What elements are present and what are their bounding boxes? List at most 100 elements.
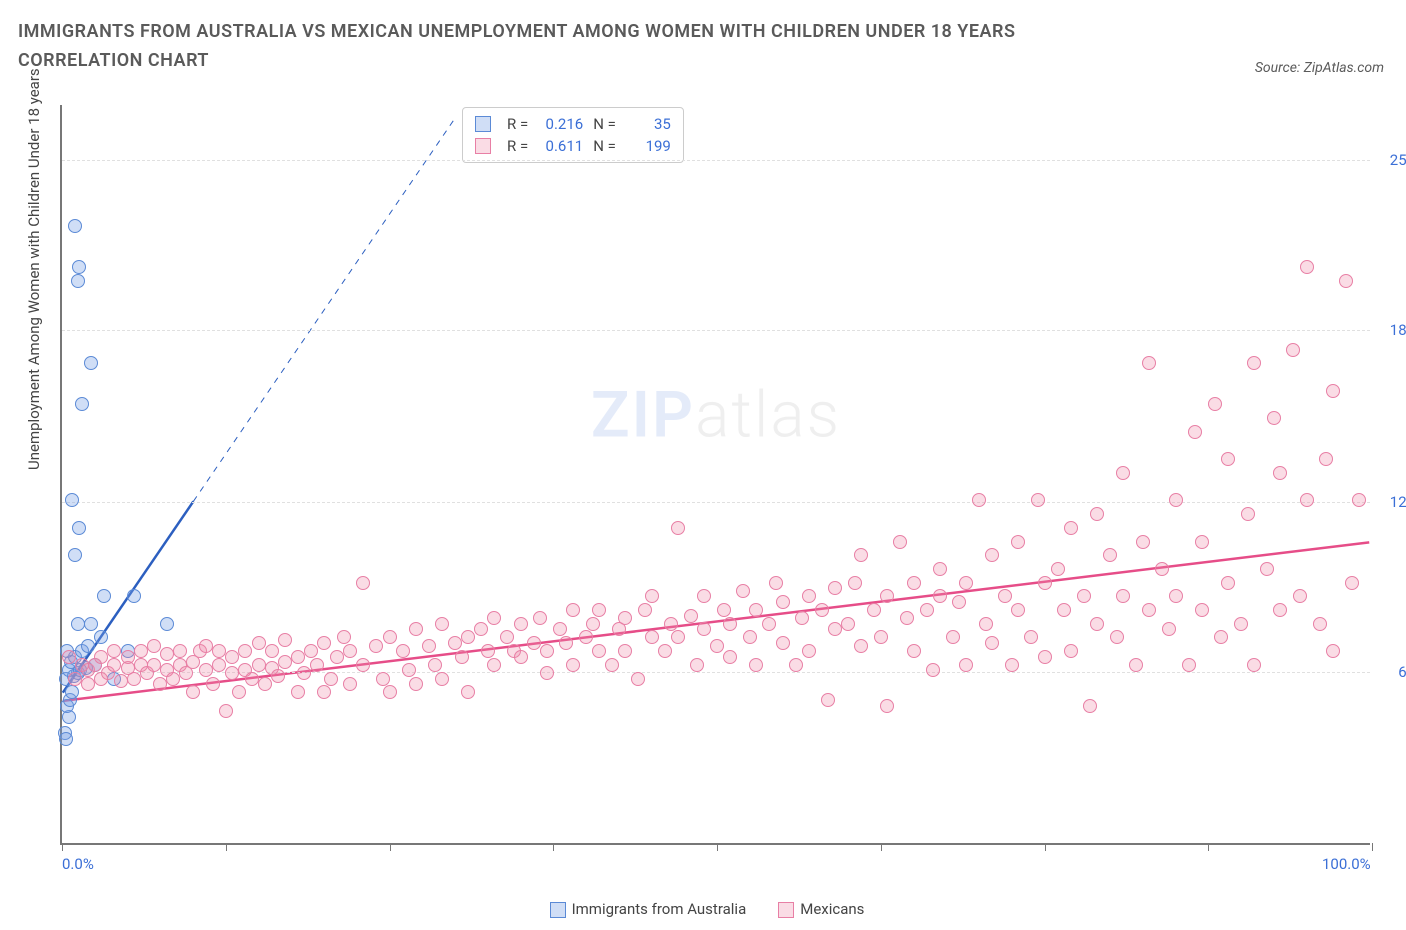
- data-point-mexicans: [933, 589, 947, 603]
- data-point-mexicans: [1293, 589, 1307, 603]
- data-point-mexicans: [1129, 658, 1143, 672]
- data-point-mexicans: [1038, 650, 1052, 664]
- data-point-mexicans: [795, 611, 809, 625]
- data-point-mexicans: [1005, 658, 1019, 672]
- data-point-mexicans: [1352, 493, 1366, 507]
- x-tick-label: 100.0%: [1322, 855, 1371, 873]
- data-point-mexicans: [533, 611, 547, 625]
- data-point-mexicans: [232, 685, 246, 699]
- data-point-mexicans: [900, 611, 914, 625]
- data-point-mexicans: [1241, 507, 1255, 521]
- data-point-mexicans: [107, 658, 121, 672]
- data-point-mexicans: [841, 617, 855, 631]
- data-point-mexicans: [435, 672, 449, 686]
- data-point-mexicans: [206, 677, 220, 691]
- data-point-mexicans: [1260, 562, 1274, 576]
- data-point-mexicans: [428, 658, 442, 672]
- data-point-mexicans: [278, 633, 292, 647]
- data-point-mexicans: [1234, 617, 1248, 631]
- source-label: Source: ZipAtlas.com: [1255, 60, 1384, 76]
- data-point-mexicans: [874, 630, 888, 644]
- x-tick: [62, 843, 63, 851]
- x-tick-label: 0.0%: [62, 855, 94, 873]
- data-point-mexicans: [1116, 589, 1130, 603]
- data-point-mexicans: [933, 562, 947, 576]
- data-point-mexicans: [1267, 411, 1281, 425]
- data-point-mexicans: [566, 603, 580, 617]
- r-label: R =: [507, 137, 528, 155]
- data-point-mexicans: [618, 611, 632, 625]
- data-point-mexicans: [1182, 658, 1196, 672]
- r-value-australia: 0.216: [538, 115, 583, 133]
- data-point-mexicans: [291, 685, 305, 699]
- data-point-mexicans: [1011, 603, 1025, 617]
- data-point-australia: [68, 548, 82, 562]
- data-point-mexicans: [776, 636, 790, 650]
- legend-swatch-icon: [550, 902, 566, 918]
- data-point-mexicans: [1162, 622, 1176, 636]
- data-point-mexicans: [690, 658, 704, 672]
- data-point-mexicans: [1188, 425, 1202, 439]
- data-point-mexicans: [664, 617, 678, 631]
- data-point-mexicans: [717, 603, 731, 617]
- data-point-mexicans: [238, 644, 252, 658]
- n-value-australia: 35: [626, 115, 671, 133]
- data-point-australia: [94, 630, 108, 644]
- n-label: N =: [593, 137, 616, 155]
- data-point-mexicans: [252, 658, 266, 672]
- data-point-mexicans: [1300, 260, 1314, 274]
- data-point-mexicans: [985, 636, 999, 650]
- data-point-mexicans: [1221, 576, 1235, 590]
- data-point-mexicans: [455, 650, 469, 664]
- y-axis-label: Unemployment Among Women with Children U…: [25, 68, 43, 470]
- data-point-australia: [84, 617, 98, 631]
- data-point-mexicans: [514, 617, 528, 631]
- data-point-mexicans: [212, 658, 226, 672]
- data-point-mexicans: [828, 622, 842, 636]
- data-point-mexicans: [356, 576, 370, 590]
- data-point-mexicans: [356, 658, 370, 672]
- data-point-mexicans: [618, 644, 632, 658]
- data-point-mexicans: [946, 630, 960, 644]
- data-point-mexicans: [749, 603, 763, 617]
- data-point-mexicans: [1208, 397, 1222, 411]
- gridline: [62, 330, 1370, 331]
- data-point-mexicans: [291, 650, 305, 664]
- data-point-mexicans: [821, 693, 835, 707]
- data-point-mexicans: [134, 644, 148, 658]
- data-point-mexicans: [278, 655, 292, 669]
- legend-swatch-icon: [778, 902, 794, 918]
- data-point-mexicans: [1090, 617, 1104, 631]
- data-point-mexicans: [723, 617, 737, 631]
- swatch-australia-icon: [475, 116, 491, 132]
- data-point-mexicans: [1169, 493, 1183, 507]
- r-label: R =: [507, 115, 528, 133]
- data-point-mexicans: [474, 622, 488, 636]
- data-point-australia: [71, 617, 85, 631]
- data-point-mexicans: [127, 672, 141, 686]
- data-point-australia: [97, 589, 111, 603]
- data-point-mexicans: [1024, 630, 1038, 644]
- chart-title: IMMIGRANTS FROM AUSTRALIA VS MEXICAN UNE…: [18, 18, 1118, 76]
- data-point-mexicans: [219, 704, 233, 718]
- y-tick-label: 6.3%: [1375, 663, 1406, 681]
- data-point-mexicans: [1300, 493, 1314, 507]
- data-point-mexicans: [114, 674, 128, 688]
- data-point-mexicans: [579, 630, 593, 644]
- plot-area: ZIPatlas R = 0.216 N = 35 R = 0.611 N = …: [60, 105, 1370, 845]
- data-point-mexicans: [802, 644, 816, 658]
- data-point-mexicans: [985, 548, 999, 562]
- data-point-australia: [127, 589, 141, 603]
- stats-row-mexicans: R = 0.611 N = 199: [475, 135, 671, 157]
- data-point-mexicans: [1339, 274, 1353, 288]
- data-point-mexicans: [1195, 603, 1209, 617]
- data-point-mexicans: [828, 581, 842, 595]
- data-point-mexicans: [1077, 589, 1091, 603]
- data-point-mexicans: [487, 611, 501, 625]
- data-point-mexicans: [153, 677, 167, 691]
- r-value-mexicans: 0.611: [538, 137, 583, 155]
- data-point-mexicans: [225, 650, 239, 664]
- chart-container: IMMIGRANTS FROM AUSTRALIA VS MEXICAN UNE…: [0, 0, 1406, 930]
- data-point-mexicans: [638, 603, 652, 617]
- data-point-mexicans: [723, 650, 737, 664]
